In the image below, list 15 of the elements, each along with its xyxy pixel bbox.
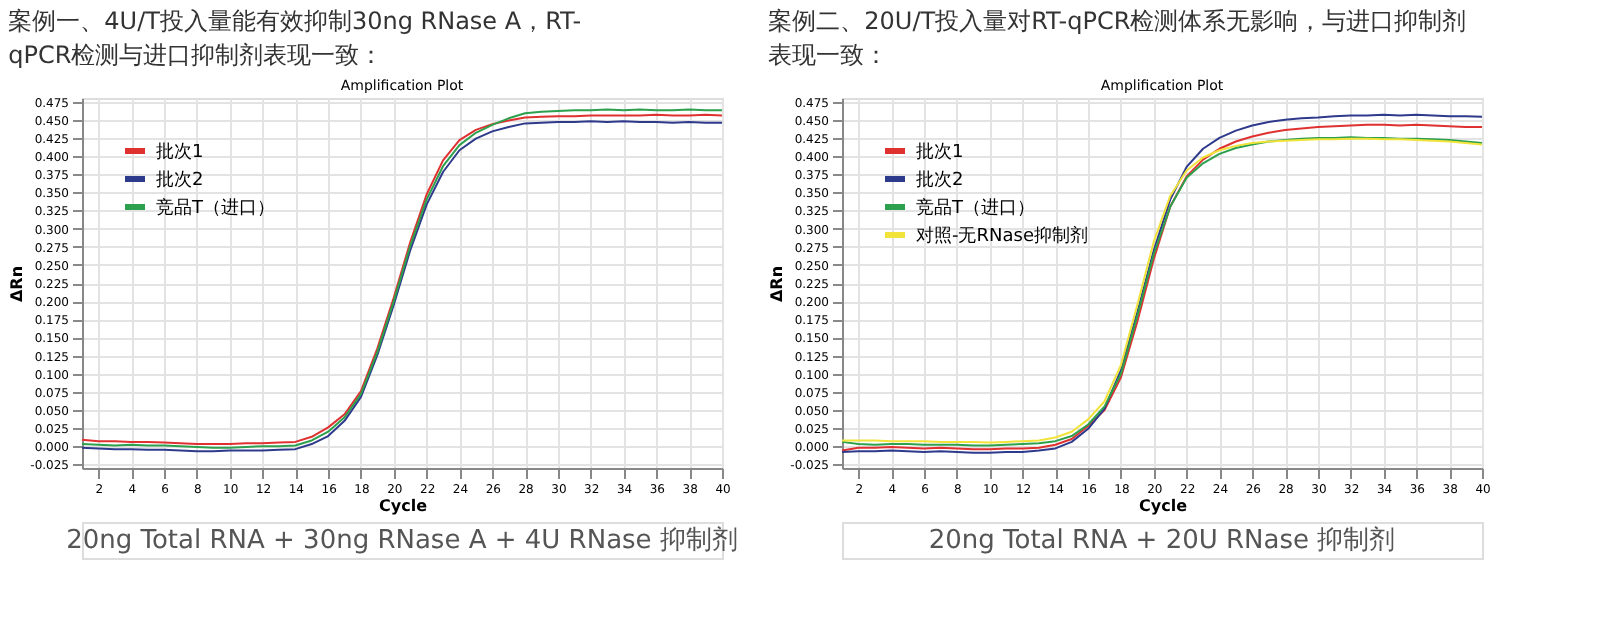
y-axis-title: ΔRn bbox=[768, 265, 787, 303]
legend-label: 批次1 bbox=[916, 141, 964, 163]
legend-label: 批次2 bbox=[156, 169, 204, 191]
y-axis-title: ΔRn bbox=[8, 265, 27, 303]
text: 20ng Total RNA + 30ng RNase A + 4U RNase 抑制剂 bbox=[66, 524, 738, 556]
legend-label: 竞品T（进口） bbox=[156, 197, 275, 219]
x-axis-title: Cycle bbox=[379, 497, 429, 515]
legend-label: 对照-无RNase抑制剂 bbox=[916, 225, 1088, 247]
legend-label: 批次1 bbox=[156, 141, 204, 163]
legend-label: 批次2 bbox=[916, 169, 964, 191]
x-axis-title: Cycle bbox=[1139, 497, 1189, 515]
chart-title: 案例一、4U/T投入量能有效抑制30ng RNase A，RT-qPCR检测与进口抑制剂表现一致： bbox=[8, 6, 582, 69]
legend-label: 竞品T（进口） bbox=[916, 197, 1035, 219]
text: 20ng Total RNA + 20U RNase 抑制剂 bbox=[928, 524, 1396, 556]
chart-title: 案例二、20U/T投入量对RT-qPCR检测体系无影响，与进口抑制剂表现一致： bbox=[768, 6, 1467, 69]
